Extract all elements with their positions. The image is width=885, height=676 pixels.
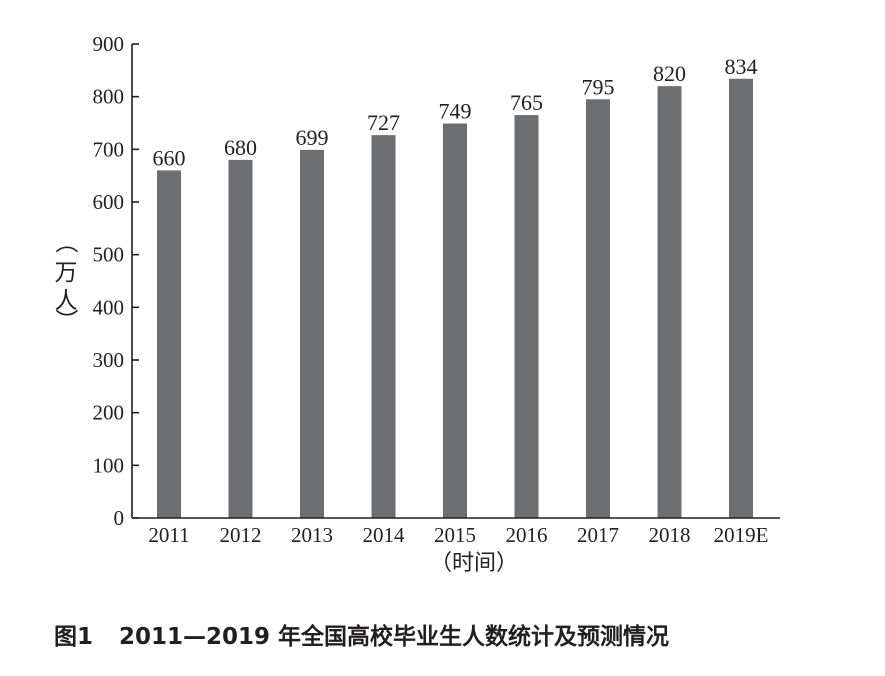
- bar-value-label: 795: [582, 74, 615, 99]
- bar-value-label: 834: [725, 54, 758, 79]
- bar-chart: 0 100 200 300 400 500 600 700 800 900 660 680 699 72…: [54, 32, 780, 575]
- bar-value-label: 749: [439, 99, 472, 124]
- x-axis-label: （时间）: [430, 550, 518, 575]
- y-tick-label: 300: [93, 348, 125, 372]
- y-tick-label: 200: [93, 401, 125, 425]
- y-axis-label-char: 人: [55, 288, 78, 313]
- x-tick-label: 2017: [577, 523, 619, 547]
- bar: [729, 78, 753, 518]
- y-tick-label: 700: [93, 137, 125, 161]
- bar: [300, 149, 324, 519]
- bar-value-label: 699: [296, 125, 329, 150]
- y-tick-label: 400: [93, 295, 125, 319]
- x-tick-label: 2011: [148, 523, 189, 547]
- x-tick-label: 2014: [363, 523, 406, 547]
- bar-value-label: 680: [224, 135, 257, 160]
- y-tick-label: 100: [93, 453, 125, 477]
- x-tick-label: 2016: [506, 523, 548, 547]
- bar: [514, 115, 539, 518]
- x-tick-label: 2013: [291, 523, 333, 547]
- y-tick-label: 500: [93, 243, 125, 267]
- bars: 660 680 699 727 749 765 795 820 834: [153, 54, 758, 519]
- x-tick-label: 2012: [220, 523, 262, 547]
- y-axis-label-char: （: [54, 231, 79, 254]
- bar-value-label: 660: [153, 145, 186, 170]
- figure-number: 图1: [54, 624, 94, 650]
- bar-value-label: 820: [653, 61, 686, 86]
- figure-caption: 图1 2011—2019 年全国高校毕业生人数统计及预测情况: [54, 617, 669, 651]
- bar: [586, 99, 610, 519]
- y-axis-label-group: （ 万人）: [54, 231, 79, 332]
- y-tick-label: 600: [93, 190, 125, 214]
- bar: [228, 159, 253, 518]
- bar-value-label: 765: [510, 90, 543, 115]
- figure-caption-text: 2011—2019 年全国高校毕业生人数统计及预测情况: [119, 624, 670, 650]
- bar: [443, 123, 467, 518]
- bar: [657, 86, 682, 518]
- x-tick-label: 2015: [434, 523, 476, 547]
- y-axis-ticks: 0 100 200 300 400 500 600 700 800 900: [93, 32, 139, 530]
- y-axis-label-char: 万: [55, 260, 78, 285]
- bar: [157, 170, 181, 518]
- bar: [371, 135, 396, 518]
- x-tick-label: 2019E: [714, 523, 769, 547]
- y-axis-label-char: ）: [54, 309, 79, 332]
- y-tick-label: 0: [114, 506, 125, 530]
- x-tick-label: 2018: [649, 523, 691, 547]
- x-axis-ticks: 2011 2012 2013 2014 2015 2016 2017 2018 2019E: [148, 523, 768, 547]
- bar-value-label: 727: [367, 110, 400, 135]
- y-tick-label: 800: [93, 85, 125, 109]
- y-tick-label: 900: [93, 32, 125, 56]
